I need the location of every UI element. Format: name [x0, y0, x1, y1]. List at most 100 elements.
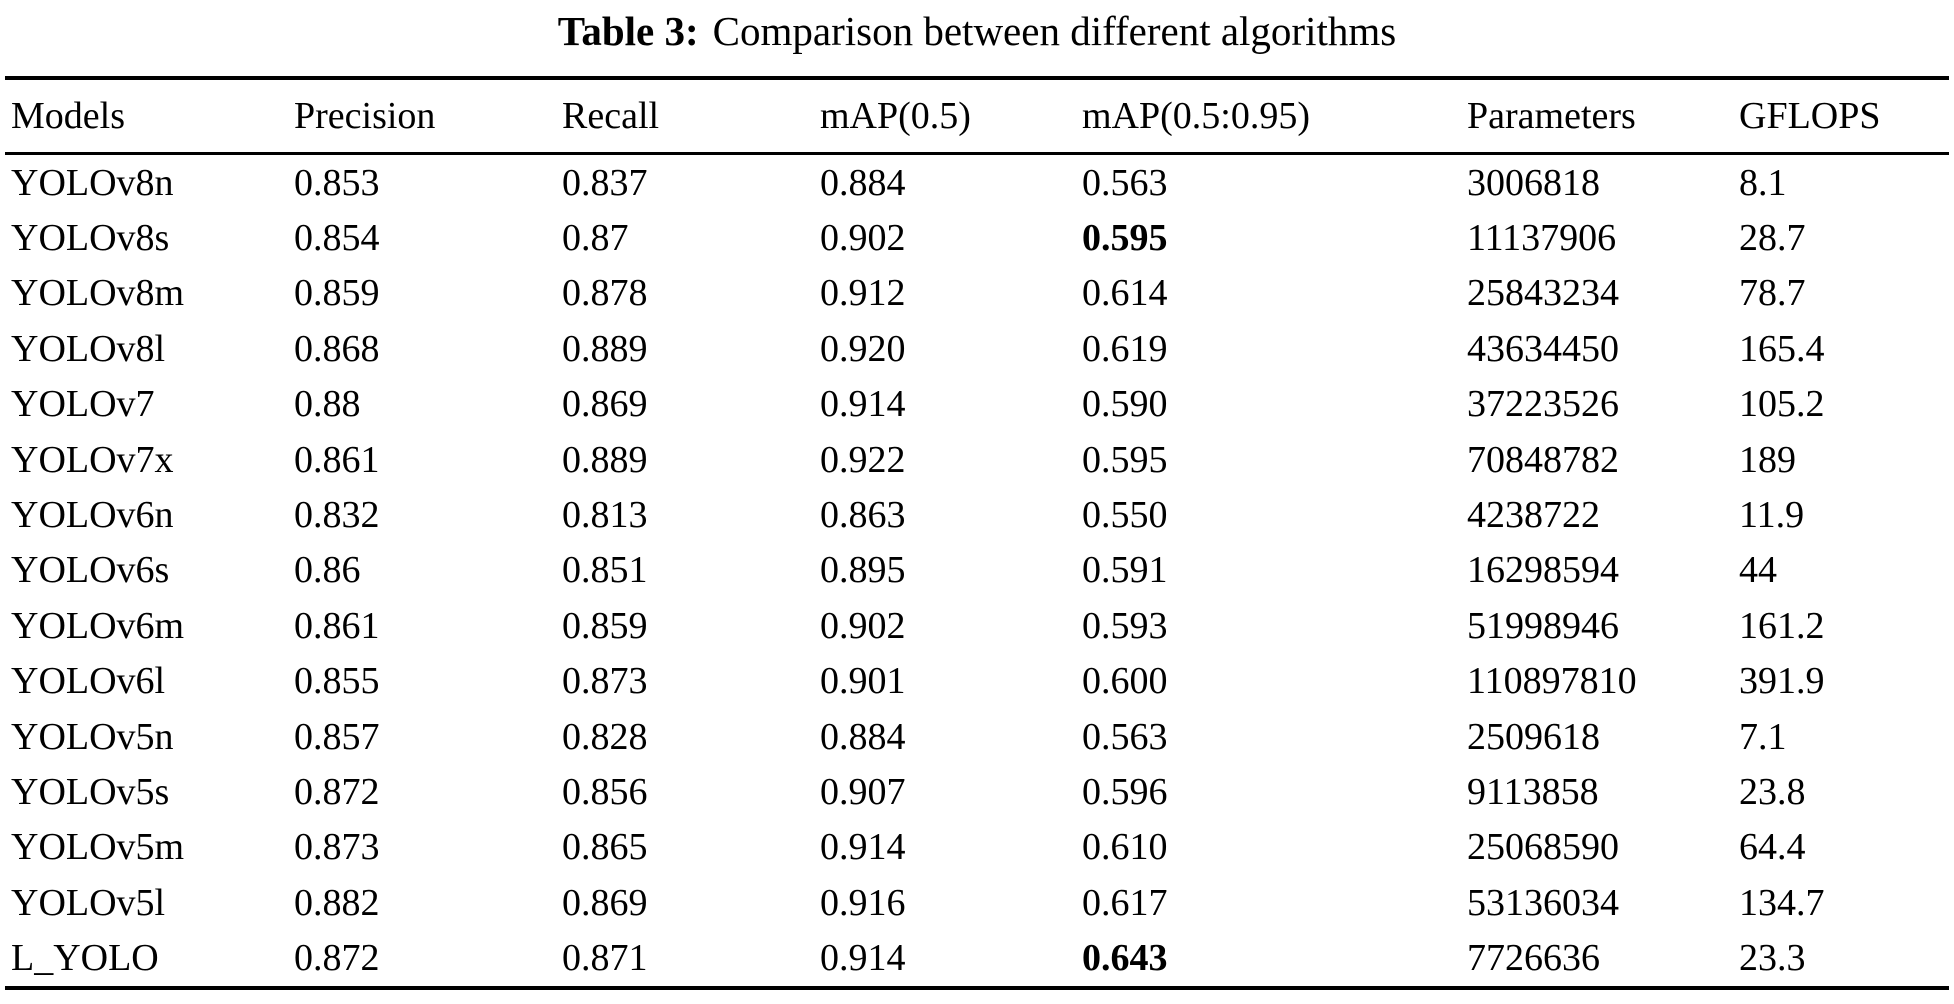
- value-cell: 37223526: [1467, 383, 1619, 426]
- value-cell: 0.563: [1082, 161, 1168, 204]
- table-row: YOLOv6m 0.861 0.859 0.902 0.593 51998946 161.2: [5, 598, 1949, 653]
- value-cell: 0.600: [1082, 660, 1168, 703]
- value-cell: 9113858: [1467, 770, 1599, 813]
- value-cell: 0.590: [1082, 383, 1168, 426]
- value-cell: 0.595: [1082, 217, 1168, 260]
- value-cell: 0.595: [1082, 438, 1168, 481]
- model-name-cell: YOLOv6m: [11, 604, 185, 647]
- value-cell: 0.86: [294, 549, 361, 592]
- value-cell: 0.861: [294, 604, 380, 647]
- value-cell: 11137906: [1467, 217, 1617, 260]
- model-name-cell: YOLOv5m: [11, 826, 185, 869]
- value-cell: 0.901: [820, 660, 906, 703]
- value-cell: 23.3: [1739, 937, 1806, 980]
- value-cell: 391.9: [1739, 660, 1825, 703]
- table-row: YOLOv8s 0.854 0.87 0.902 0.595 11137906 28.7: [5, 210, 1949, 265]
- value-cell: 0.859: [294, 272, 380, 315]
- value-cell: 0.855: [294, 660, 380, 703]
- value-cell: 0.854: [294, 217, 380, 260]
- column-header-map05: mAP(0.5): [814, 78, 1076, 155]
- model-name-cell: L_YOLO: [11, 937, 159, 980]
- value-cell: 0.914: [820, 826, 906, 869]
- value-cell: 0.865: [562, 826, 648, 869]
- value-cell: 0.861: [294, 438, 380, 481]
- value-cell: 44: [1739, 549, 1777, 592]
- value-cell: 53136034: [1467, 881, 1619, 924]
- value-cell: 0.614: [1082, 272, 1168, 315]
- model-name-cell: YOLOv7: [11, 383, 155, 426]
- value-cell: 0.837: [562, 161, 648, 204]
- value-cell: 64.4: [1739, 826, 1806, 869]
- value-cell: 0.907: [820, 770, 906, 813]
- value-cell: 25843234: [1467, 272, 1619, 315]
- table-row: YOLOv6s 0.86 0.851 0.895 0.591 16298594 44: [5, 543, 1949, 598]
- comparison-table: Models Precision Recall mAP(0.5) mAP(0.5…: [5, 76, 1949, 990]
- value-cell: 0.882: [294, 881, 380, 924]
- value-cell: 0.643: [1082, 937, 1168, 980]
- column-header-map05095: mAP(0.5:0.95): [1076, 78, 1461, 155]
- model-name-cell: YOLOv5n: [11, 715, 174, 758]
- value-cell: 23.8: [1739, 770, 1806, 813]
- column-header-gflops: GFLOPS: [1733, 78, 1949, 155]
- value-cell: 0.871: [562, 937, 648, 980]
- value-cell: 0.550: [1082, 494, 1168, 537]
- table-row: YOLOv5m 0.873 0.865 0.914 0.610 25068590 64.4: [5, 820, 1949, 875]
- value-cell: 0.868: [294, 327, 380, 370]
- value-cell: 0.857: [294, 715, 380, 758]
- value-cell: 161.2: [1739, 604, 1825, 647]
- value-cell: 0.878: [562, 272, 648, 315]
- value-cell: 0.863: [820, 494, 906, 537]
- value-cell: 8.1: [1739, 161, 1787, 204]
- table-row: YOLOv5s 0.872 0.856 0.907 0.596 9113858 23.8: [5, 764, 1949, 819]
- table-row: YOLOv5n 0.857 0.828 0.884 0.563 2509618 7.1: [5, 709, 1949, 764]
- value-cell: 0.610: [1082, 826, 1168, 869]
- value-cell: 0.873: [294, 826, 380, 869]
- value-cell: 0.617: [1082, 881, 1168, 924]
- value-cell: 0.889: [562, 438, 648, 481]
- value-cell: 0.872: [294, 937, 380, 980]
- column-header-precision: Precision: [288, 78, 556, 155]
- value-cell: 4238722: [1467, 494, 1600, 537]
- model-name-cell: YOLOv6s: [11, 549, 170, 592]
- value-cell: 0.853: [294, 161, 380, 204]
- value-cell: 0.869: [562, 881, 648, 924]
- table-caption: Table 3: Comparison between different alg…: [0, 0, 1954, 76]
- model-name-cell: YOLOv8l: [11, 327, 166, 370]
- value-cell: 16298594: [1467, 549, 1619, 592]
- column-header-models: Models: [5, 78, 288, 155]
- model-name-cell: YOLOv6l: [11, 660, 166, 703]
- value-cell: 0.869: [562, 383, 648, 426]
- value-cell: 7726636: [1467, 937, 1600, 980]
- value-cell: 51998946: [1467, 604, 1619, 647]
- table-row: YOLOv5l 0.882 0.869 0.916 0.617 53136034 134.7: [5, 875, 1949, 930]
- value-cell: 0.902: [820, 217, 906, 260]
- table-caption-text: Comparison between different algorithms: [712, 8, 1397, 54]
- value-cell: 105.2: [1739, 383, 1825, 426]
- model-name-cell: YOLOv6n: [11, 494, 174, 537]
- value-cell: 0.916: [820, 881, 906, 924]
- table-row: YOLOv8n 0.853 0.837 0.884 0.563 3006818 8.1: [5, 154, 1949, 211]
- value-cell: 0.832: [294, 494, 380, 537]
- table-caption-number: Table 3:: [557, 8, 699, 54]
- value-cell: 0.563: [1082, 715, 1168, 758]
- table-row: YOLOv8m 0.859 0.878 0.912 0.614 25843234 78.7: [5, 266, 1949, 321]
- table-row: YOLOv7x 0.861 0.889 0.922 0.595 70848782 189: [5, 432, 1949, 487]
- model-name-cell: YOLOv8m: [11, 272, 185, 315]
- value-cell: 11.9: [1739, 494, 1805, 537]
- value-cell: 0.828: [562, 715, 648, 758]
- value-cell: 0.813: [562, 494, 648, 537]
- model-name-cell: YOLOv5l: [11, 881, 166, 924]
- model-name-cell: YOLOv7x: [11, 438, 174, 481]
- column-header-recall: Recall: [556, 78, 814, 155]
- header-row: Models Precision Recall mAP(0.5) mAP(0.5…: [5, 78, 1949, 155]
- value-cell: 0.851: [562, 549, 648, 592]
- value-cell: 28.7: [1739, 217, 1806, 260]
- value-cell: 25068590: [1467, 826, 1619, 869]
- value-cell: 7.1: [1739, 715, 1787, 758]
- value-cell: 3006818: [1467, 161, 1600, 204]
- value-cell: 0.902: [820, 604, 906, 647]
- value-cell: 0.591: [1082, 549, 1168, 592]
- table-row: YOLOv6l 0.855 0.873 0.901 0.600 110897810 391.…: [5, 654, 1949, 709]
- value-cell: 0.895: [820, 549, 906, 592]
